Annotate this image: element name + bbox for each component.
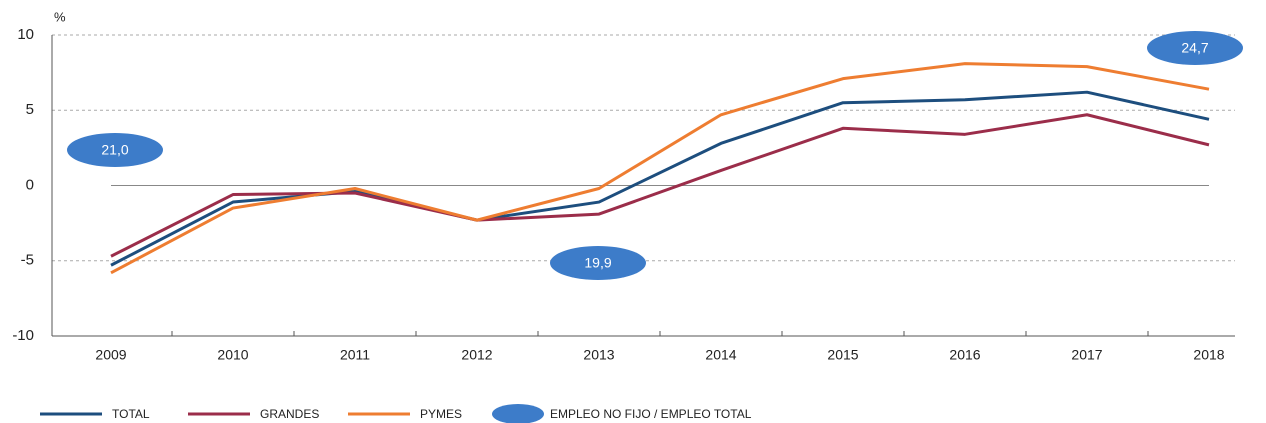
annotation-bubble bbox=[550, 246, 646, 280]
x-tick-label: 2012 bbox=[461, 347, 492, 363]
x-tick-label: 2011 bbox=[340, 347, 370, 363]
x-tick-label: 2018 bbox=[1193, 347, 1224, 363]
x-tick-label: 2013 bbox=[583, 347, 614, 363]
x-tick-label: 2010 bbox=[217, 347, 248, 363]
legend-swatch bbox=[492, 404, 544, 423]
y-tick-label: 5 bbox=[26, 101, 34, 118]
legend-label: PYMES bbox=[420, 407, 462, 421]
y-unit: % bbox=[54, 9, 66, 24]
x-tick-label: 2016 bbox=[949, 347, 980, 363]
legend-label: GRANDES bbox=[260, 407, 319, 421]
annotation-bubble bbox=[67, 133, 163, 167]
legend-label: EMPLEO NO FIJO / EMPLEO TOTAL bbox=[550, 407, 752, 421]
x-tick-label: 2014 bbox=[705, 347, 736, 363]
y-tick-label: 0 bbox=[26, 176, 34, 193]
x-tick-label: 2017 bbox=[1071, 347, 1102, 363]
y-tick-label: -10 bbox=[12, 327, 34, 344]
annotation-label: 24,7 bbox=[1181, 40, 1208, 56]
x-tick-label: 2015 bbox=[827, 347, 858, 363]
annotation-bubble bbox=[1147, 31, 1243, 65]
y-tick-label: 10 bbox=[17, 26, 34, 43]
y-tick-label: -5 bbox=[21, 252, 34, 269]
x-tick-label: 2009 bbox=[95, 347, 126, 363]
annotation-label: 19,9 bbox=[584, 255, 611, 271]
series-line bbox=[110, 62, 1210, 275]
series-line bbox=[110, 113, 1210, 258]
annotation-label: 21,0 bbox=[101, 142, 128, 158]
legend-label: TOTAL bbox=[112, 407, 150, 421]
series-line bbox=[110, 90, 1210, 267]
